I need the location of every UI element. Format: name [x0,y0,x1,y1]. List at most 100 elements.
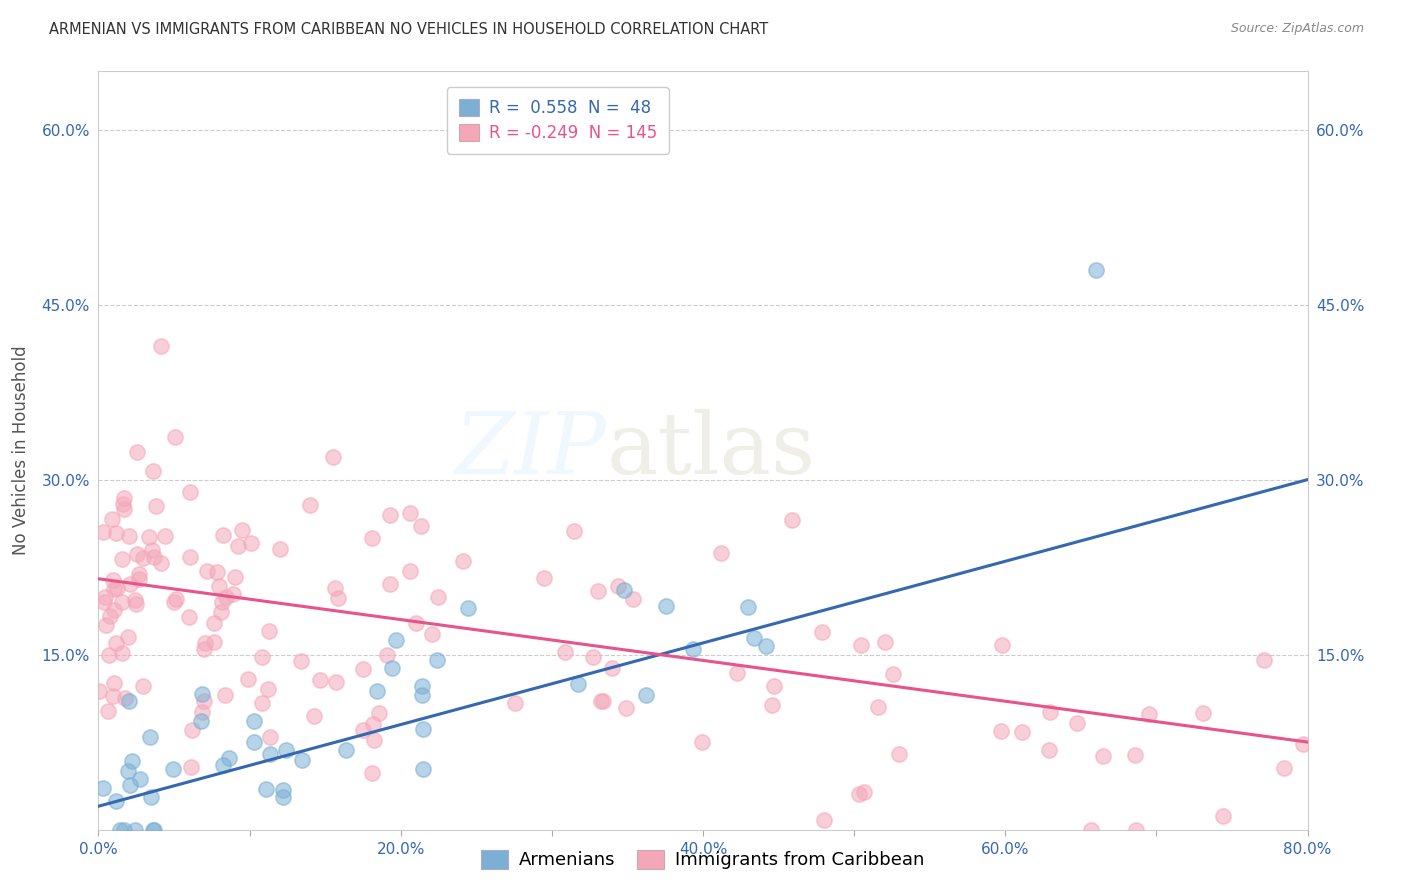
Point [96,618,118,632]
Point [91,525,114,540]
Point [132,551,155,566]
Point [302,709,325,723]
Point [1292,737,1315,751]
Point [207,565,229,579]
Point [380,577,402,591]
Legend: R =  0.558  N =  48, R = -0.249  N = 145: R = 0.558 N = 48, R = -0.249 N = 145 [447,87,669,153]
Point [142,822,165,837]
Point [1137,706,1160,721]
Point [411,680,433,694]
Point [411,688,433,702]
Point [221,587,243,601]
Point [257,624,280,638]
Point [155,529,177,543]
Point [1253,652,1275,666]
Point [352,662,374,676]
Point [335,743,357,757]
Point [129,772,152,787]
Point [368,706,391,721]
Point [239,535,262,549]
Point [103,582,125,596]
Point [218,750,240,764]
Point [125,597,148,611]
Point [360,765,382,780]
Point [375,648,398,663]
Point [274,743,297,757]
Point [290,654,312,668]
Point [710,546,733,560]
Point [117,694,139,708]
Point [813,813,835,827]
Point [179,549,201,564]
Point [162,762,184,776]
Point [849,638,872,652]
Point [533,571,555,585]
Point [589,694,612,708]
Point [852,785,875,799]
Point [451,554,474,568]
Point [782,513,804,527]
Point [309,673,332,688]
Point [600,661,623,675]
Point [112,497,135,511]
Point [111,552,134,566]
Point [142,822,165,837]
Point [194,636,217,650]
Point [128,567,150,582]
Point [202,635,225,649]
Point [114,691,136,706]
Point [291,753,314,767]
Point [298,498,321,512]
Point [405,615,427,630]
Point [1123,748,1146,763]
Text: atlas: atlas [606,409,815,492]
Point [209,605,232,619]
Point [181,723,204,737]
Point [882,667,904,681]
Point [503,696,526,710]
Point [1091,749,1114,764]
Point [243,735,266,749]
Point [634,688,657,702]
Point [1212,808,1234,822]
Point [1085,262,1108,277]
Point [105,582,128,596]
Point [271,790,294,805]
Point [254,782,277,797]
Point [226,539,249,553]
Point [412,762,434,776]
Point [554,645,576,659]
Point [567,677,589,691]
Point [98,608,121,623]
Point [727,666,749,681]
Point [112,822,135,837]
Point [104,794,127,808]
Point [613,583,636,598]
Point [761,698,783,712]
Point [118,576,141,591]
Point [138,530,160,544]
Point [586,583,609,598]
Point [101,574,124,588]
Point [149,557,172,571]
Point [125,445,148,459]
Point [412,723,434,737]
Point [117,764,139,778]
Point [117,528,139,542]
Point [145,499,167,513]
Point [165,430,187,444]
Point [177,610,200,624]
Point [606,579,628,593]
Point [108,822,131,837]
Point [127,547,149,561]
Point [180,760,202,774]
Y-axis label: No Vehicles in Household: No Vehicles in Household [13,345,31,556]
Point [120,778,142,792]
Point [139,790,162,805]
Point [325,674,347,689]
Point [142,549,165,564]
Point [887,747,910,761]
Point [990,724,1012,739]
Point [322,450,344,465]
Point [132,679,155,693]
